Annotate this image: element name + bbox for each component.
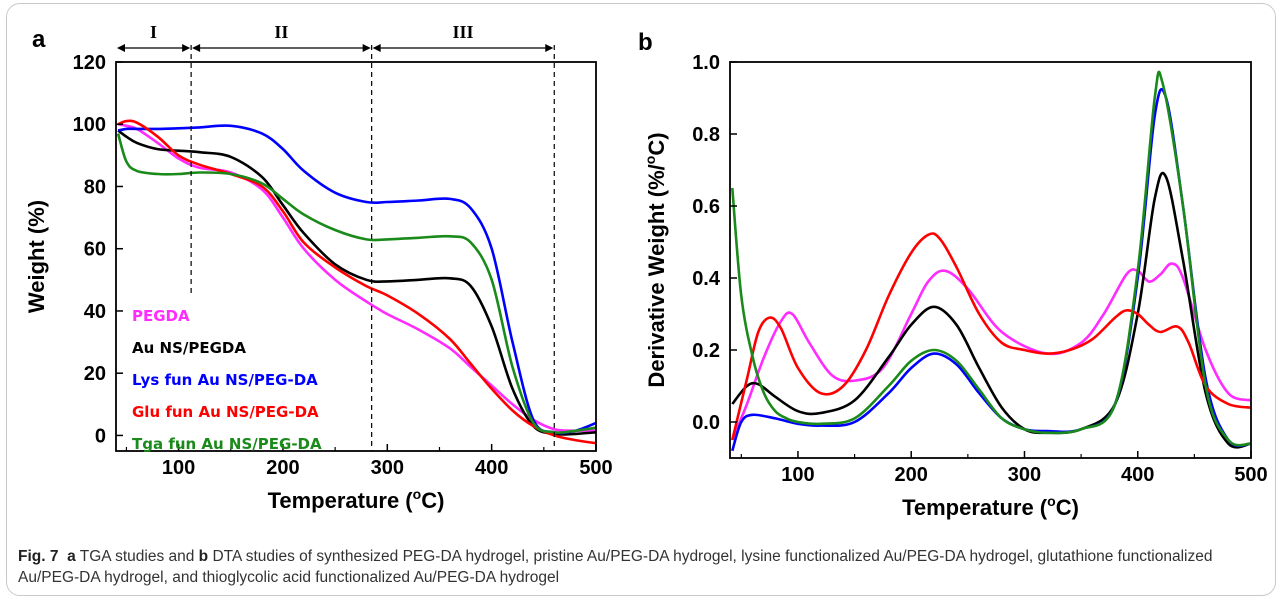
- figure-caption: Fig. 7 a TGA studies and b DTA studies o…: [18, 546, 1268, 588]
- region-arrowhead-right-1: [362, 44, 371, 52]
- y-tick-label-a-120: 120: [73, 52, 106, 74]
- y-tick-label-b-1: 1.0: [692, 52, 720, 74]
- x-tick-label-a-200: 200: [266, 457, 299, 479]
- y-tick-label-b-0.8: 0.8: [692, 124, 720, 146]
- y-axis-label-b: Derivative Weight (%/oC): [642, 132, 669, 387]
- series-line-b-1: [731, 171, 1251, 449]
- region-arrowhead-left-2: [372, 44, 381, 52]
- y-tick-label-a-60: 60: [84, 239, 106, 261]
- y-tick-label-a-40: 40: [84, 301, 106, 323]
- series-line-b-3: [731, 232, 1251, 441]
- series-line-a-4: [116, 133, 596, 435]
- y-tick-label-b-0.4: 0.4: [692, 268, 721, 290]
- x-tick-label-b-400: 400: [1121, 464, 1154, 486]
- figure-frame: [6, 3, 1276, 596]
- series-line-a-3: [117, 119, 596, 445]
- x-axis-label-degree-a: o: [413, 486, 422, 502]
- y-axis-label-a: Weight (%): [24, 200, 49, 313]
- region-arrowhead-left-0: [117, 44, 125, 52]
- x-tick-label-b-200: 200: [895, 464, 928, 486]
- region-arrowhead-left-1: [192, 44, 201, 52]
- legend-entry-4: Tga fun Au NS/PEG-DA: [132, 435, 322, 453]
- x-axis-label-unit-b: C): [1056, 495, 1079, 520]
- series-line-a-1: [117, 129, 596, 436]
- y-axis-label-degree-b: o: [642, 156, 658, 165]
- y-tick-label-b-0: 0.0: [692, 412, 720, 434]
- panel-label-a: a: [32, 26, 46, 53]
- caption-a-text: TGA studies and: [79, 548, 195, 565]
- panel-a: 100 200 300 400 500 0 20 40 60 80 100 120 Temperatur…: [24, 22, 613, 513]
- legend-entry-3: Glu fun Au NS/PEG-DA: [132, 403, 319, 421]
- x-tick-label-a-400: 400: [475, 457, 508, 479]
- caption-rest: DTA studies of synthesized PEG-DA hydrog…: [18, 548, 1213, 586]
- y-tick-label-b-0.2: 0.2: [692, 340, 720, 362]
- x-tick-label-a-300: 300: [371, 457, 404, 479]
- region-label-2: III: [452, 22, 473, 42]
- x-tick-label-b-500: 500: [1234, 464, 1267, 486]
- caption-b-label: b: [198, 548, 209, 565]
- y-axis-label-unit-b: C): [644, 132, 669, 155]
- caption-a-label: a: [67, 548, 76, 565]
- x-tick-label-a-100: 100: [162, 457, 195, 479]
- x-axis-label-b: Temperature (oC): [902, 493, 1079, 520]
- x-axis-label-degree-b: o: [1047, 493, 1056, 509]
- panel-b: 100 200 300 400 500 0.0 0.2 0.4 0.6 0.8 1.0 Tempera…: [638, 29, 1268, 520]
- series-line-b-4: [731, 70, 1251, 447]
- y-tick-label-a-100: 100: [73, 114, 106, 136]
- x-axis-label-a: Temperature (oC): [268, 486, 445, 513]
- x-tick-label-b-300: 300: [1008, 464, 1041, 486]
- plot-area-b: [729, 61, 1252, 459]
- legend-entry-0: PEGDA: [132, 307, 190, 325]
- y-tick-label-b-0.6: 0.6: [692, 196, 720, 218]
- region-arrowhead-right-0: [182, 44, 191, 52]
- caption-fig-label: Fig. 7: [18, 548, 59, 565]
- y-tick-label-a-80: 80: [84, 176, 106, 198]
- legend-entry-2: Lys fun Au NS/PEG-DA: [132, 371, 318, 389]
- region-arrowhead-right-2: [545, 44, 554, 52]
- x-axis-label-unit-a: C): [421, 488, 444, 513]
- x-tick-label-b-100: 100: [781, 464, 814, 486]
- x-tick-label-a-500: 500: [579, 457, 612, 479]
- y-tick-label-a-0: 0: [95, 425, 106, 447]
- legend-entry-1: Au NS/PEGDA: [132, 339, 246, 357]
- region-label-1: II: [274, 22, 288, 42]
- y-tick-label-a-20: 20: [84, 363, 106, 385]
- series-line-b-0: [731, 262, 1251, 441]
- region-label-0: I: [150, 22, 157, 42]
- series-line-a-2: [117, 124, 596, 435]
- panel-label-b: b: [638, 29, 653, 56]
- plot-area-a: [115, 61, 597, 452]
